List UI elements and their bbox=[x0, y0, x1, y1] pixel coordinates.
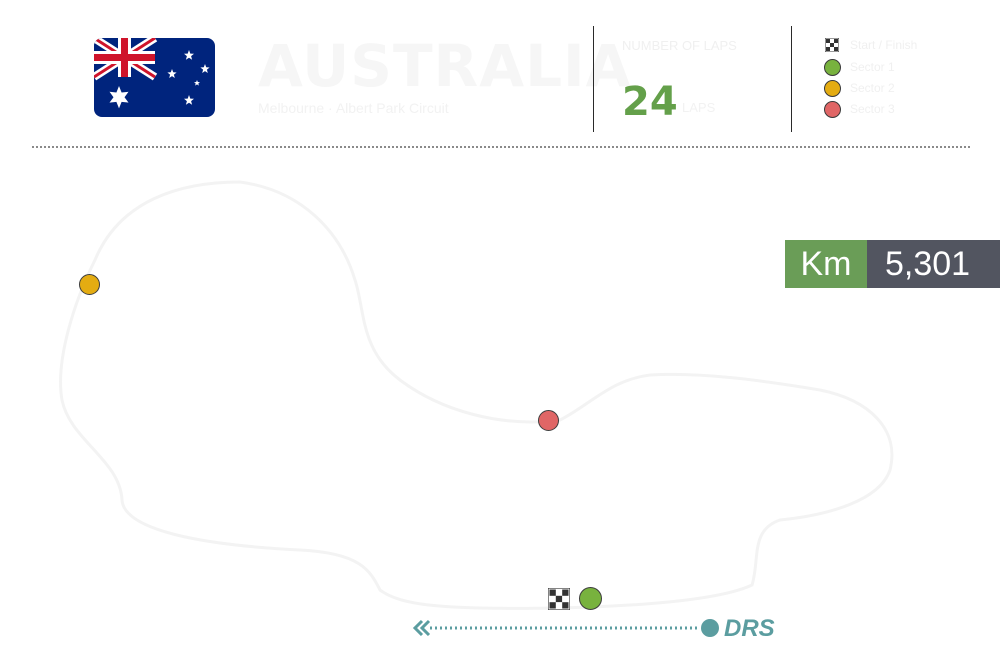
laps-value: 24 bbox=[622, 79, 678, 125]
country-name: AUSTRALIA bbox=[258, 32, 632, 100]
legend: Start / Finish Sector 1 Sector 2 Sector … bbox=[824, 36, 994, 126]
circuit-length-value: 5,301 bbox=[867, 240, 1000, 288]
sector-1-marker bbox=[579, 587, 602, 610]
start-finish-checkered-flag-icon bbox=[548, 588, 570, 610]
yellow-dot-icon bbox=[824, 80, 841, 97]
legend-item-start-finish: Start / Finish bbox=[824, 36, 994, 54]
laps-label: NUMBER OF LAPS bbox=[622, 38, 737, 53]
legend-label: Sector 3 bbox=[850, 102, 895, 116]
legend-item-sector-1: Sector 1 bbox=[824, 58, 994, 76]
circuit-length-box: Km 5,301 bbox=[785, 240, 1000, 288]
circuit-track-outline bbox=[59, 180, 894, 610]
legend-label: Start / Finish bbox=[850, 38, 918, 52]
legend-item-sector-2: Sector 2 bbox=[824, 79, 994, 97]
laps-unit: LAPS bbox=[682, 100, 716, 115]
header-divider bbox=[791, 26, 792, 132]
country-subtitle: Melbourne · Albert Park Circuit bbox=[258, 100, 449, 116]
australia-flag-icon bbox=[94, 38, 215, 117]
sector-3-marker bbox=[538, 410, 559, 431]
country-block: AUSTRALIA Melbourne · Albert Park Circui… bbox=[258, 32, 632, 124]
legend-label: Sector 2 bbox=[850, 81, 895, 95]
header-divider bbox=[593, 26, 594, 132]
checkered-flag-icon bbox=[825, 38, 839, 52]
header-dotted-separator bbox=[32, 146, 970, 148]
drs-zone: DRS bbox=[410, 612, 790, 644]
laps-block: NUMBER OF LAPS 24 LAPS bbox=[622, 38, 782, 128]
green-dot-icon bbox=[824, 59, 841, 76]
red-dot-icon bbox=[824, 101, 841, 118]
header: AUSTRALIA Melbourne · Albert Park Circui… bbox=[0, 0, 1000, 150]
drs-label: DRS bbox=[724, 615, 775, 642]
legend-label: Sector 1 bbox=[850, 60, 895, 74]
sector-2-marker bbox=[79, 274, 100, 295]
circuit-length-unit: Km bbox=[785, 240, 867, 288]
legend-item-sector-3: Sector 3 bbox=[824, 100, 994, 118]
drs-arrow-icon bbox=[412, 619, 719, 637]
